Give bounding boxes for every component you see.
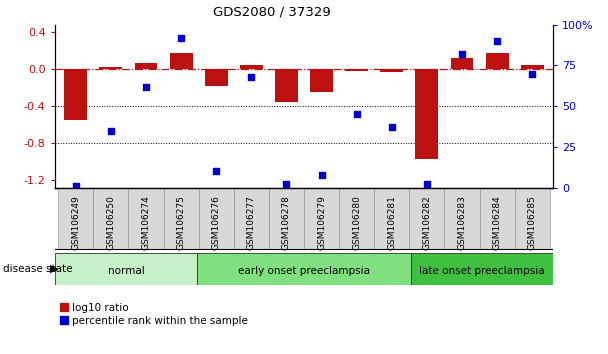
Bar — [381, 69, 403, 72]
Bar — [64, 69, 87, 120]
Text: GSM106250: GSM106250 — [106, 195, 116, 250]
Bar — [514, 188, 550, 250]
Text: GSM106284: GSM106284 — [492, 195, 502, 250]
Text: GSM106249: GSM106249 — [71, 195, 80, 250]
Bar — [234, 188, 269, 250]
Point — [141, 84, 151, 90]
Text: late onset preeclampsia: late onset preeclampsia — [420, 266, 545, 276]
Bar — [205, 69, 227, 86]
Point — [422, 182, 432, 187]
Point — [212, 169, 221, 174]
Bar — [199, 188, 234, 250]
Bar — [134, 63, 157, 69]
Bar — [304, 188, 339, 250]
Text: GSM106280: GSM106280 — [352, 195, 361, 250]
Bar — [409, 188, 444, 250]
Bar — [521, 64, 544, 69]
Bar — [164, 188, 199, 250]
Bar — [345, 69, 368, 71]
Bar — [58, 188, 94, 250]
Text: GSM106278: GSM106278 — [282, 195, 291, 250]
Point — [317, 172, 326, 177]
Text: GDS2080 / 37329: GDS2080 / 37329 — [213, 5, 331, 18]
Point — [352, 112, 362, 117]
Bar — [94, 188, 128, 250]
Text: GSM106279: GSM106279 — [317, 195, 326, 250]
Point — [282, 182, 291, 187]
Bar — [415, 69, 438, 159]
Text: early onset preeclampsia: early onset preeclampsia — [238, 266, 370, 276]
Bar — [451, 58, 474, 69]
Text: GSM106285: GSM106285 — [528, 195, 537, 250]
Bar — [55, 253, 197, 285]
Text: ▶: ▶ — [50, 264, 59, 274]
Bar — [310, 69, 333, 92]
Point — [71, 183, 81, 189]
Point — [176, 35, 186, 41]
Text: GSM106283: GSM106283 — [457, 195, 466, 250]
Bar — [275, 69, 298, 102]
Bar — [100, 67, 122, 69]
Point — [387, 125, 396, 130]
Bar — [269, 188, 304, 250]
Point — [527, 71, 537, 76]
Text: GSM106276: GSM106276 — [212, 195, 221, 250]
Bar — [444, 188, 480, 250]
Text: GSM106277: GSM106277 — [247, 195, 256, 250]
Text: disease state: disease state — [3, 264, 72, 274]
Bar — [128, 188, 164, 250]
Text: normal: normal — [108, 266, 144, 276]
Point — [492, 38, 502, 44]
Bar — [339, 188, 374, 250]
Point — [246, 74, 256, 80]
Bar — [374, 188, 409, 250]
Bar — [197, 253, 411, 285]
Text: GSM106275: GSM106275 — [176, 195, 185, 250]
Bar — [411, 253, 553, 285]
Bar — [170, 52, 193, 69]
Bar — [486, 52, 508, 69]
Text: GSM106282: GSM106282 — [423, 195, 432, 250]
Text: GSM106274: GSM106274 — [142, 195, 151, 250]
Bar — [240, 64, 263, 69]
Point — [106, 128, 116, 133]
Text: GSM106281: GSM106281 — [387, 195, 396, 250]
Bar — [480, 188, 514, 250]
Legend: log10 ratio, percentile rank within the sample: log10 ratio, percentile rank within the … — [60, 303, 248, 326]
Point — [457, 51, 467, 57]
